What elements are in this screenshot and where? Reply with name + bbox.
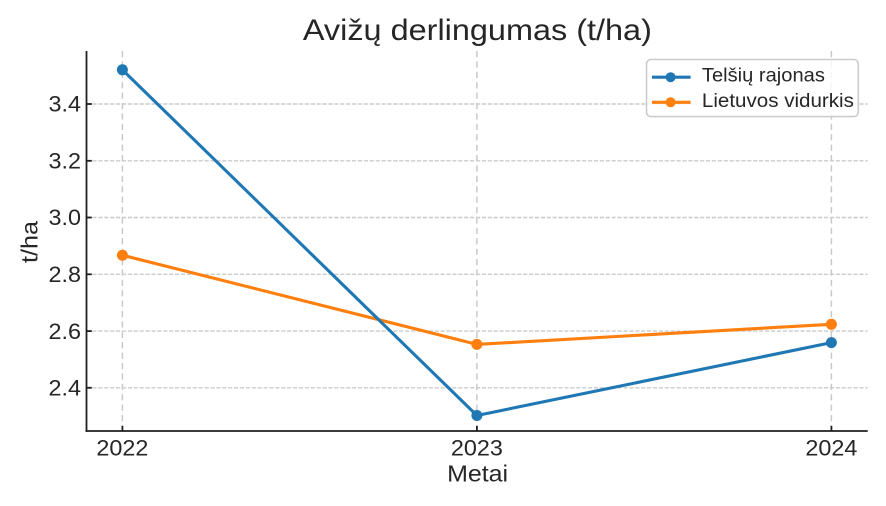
svg-text:2.8: 2.8 [49,262,82,287]
svg-text:3.2: 3.2 [49,149,82,174]
svg-text:t/ha: t/ha [17,221,43,263]
svg-text:Lietuvos vidurkis: Lietuvos vidurkis [702,91,854,112]
svg-text:3.0: 3.0 [49,205,82,230]
svg-text:2.4: 2.4 [49,376,82,401]
svg-text:2023: 2023 [451,435,503,460]
svg-text:2024: 2024 [805,435,857,460]
svg-text:Telšių rajonas: Telšių rajonas [702,66,825,87]
svg-text:2022: 2022 [96,435,148,460]
svg-text:2.6: 2.6 [49,319,82,344]
svg-text:3.4: 3.4 [49,92,82,117]
svg-text:Avižų derlingumas (t/ha): Avižų derlingumas (t/ha) [303,14,652,47]
svg-text:Metai: Metai [447,461,508,487]
